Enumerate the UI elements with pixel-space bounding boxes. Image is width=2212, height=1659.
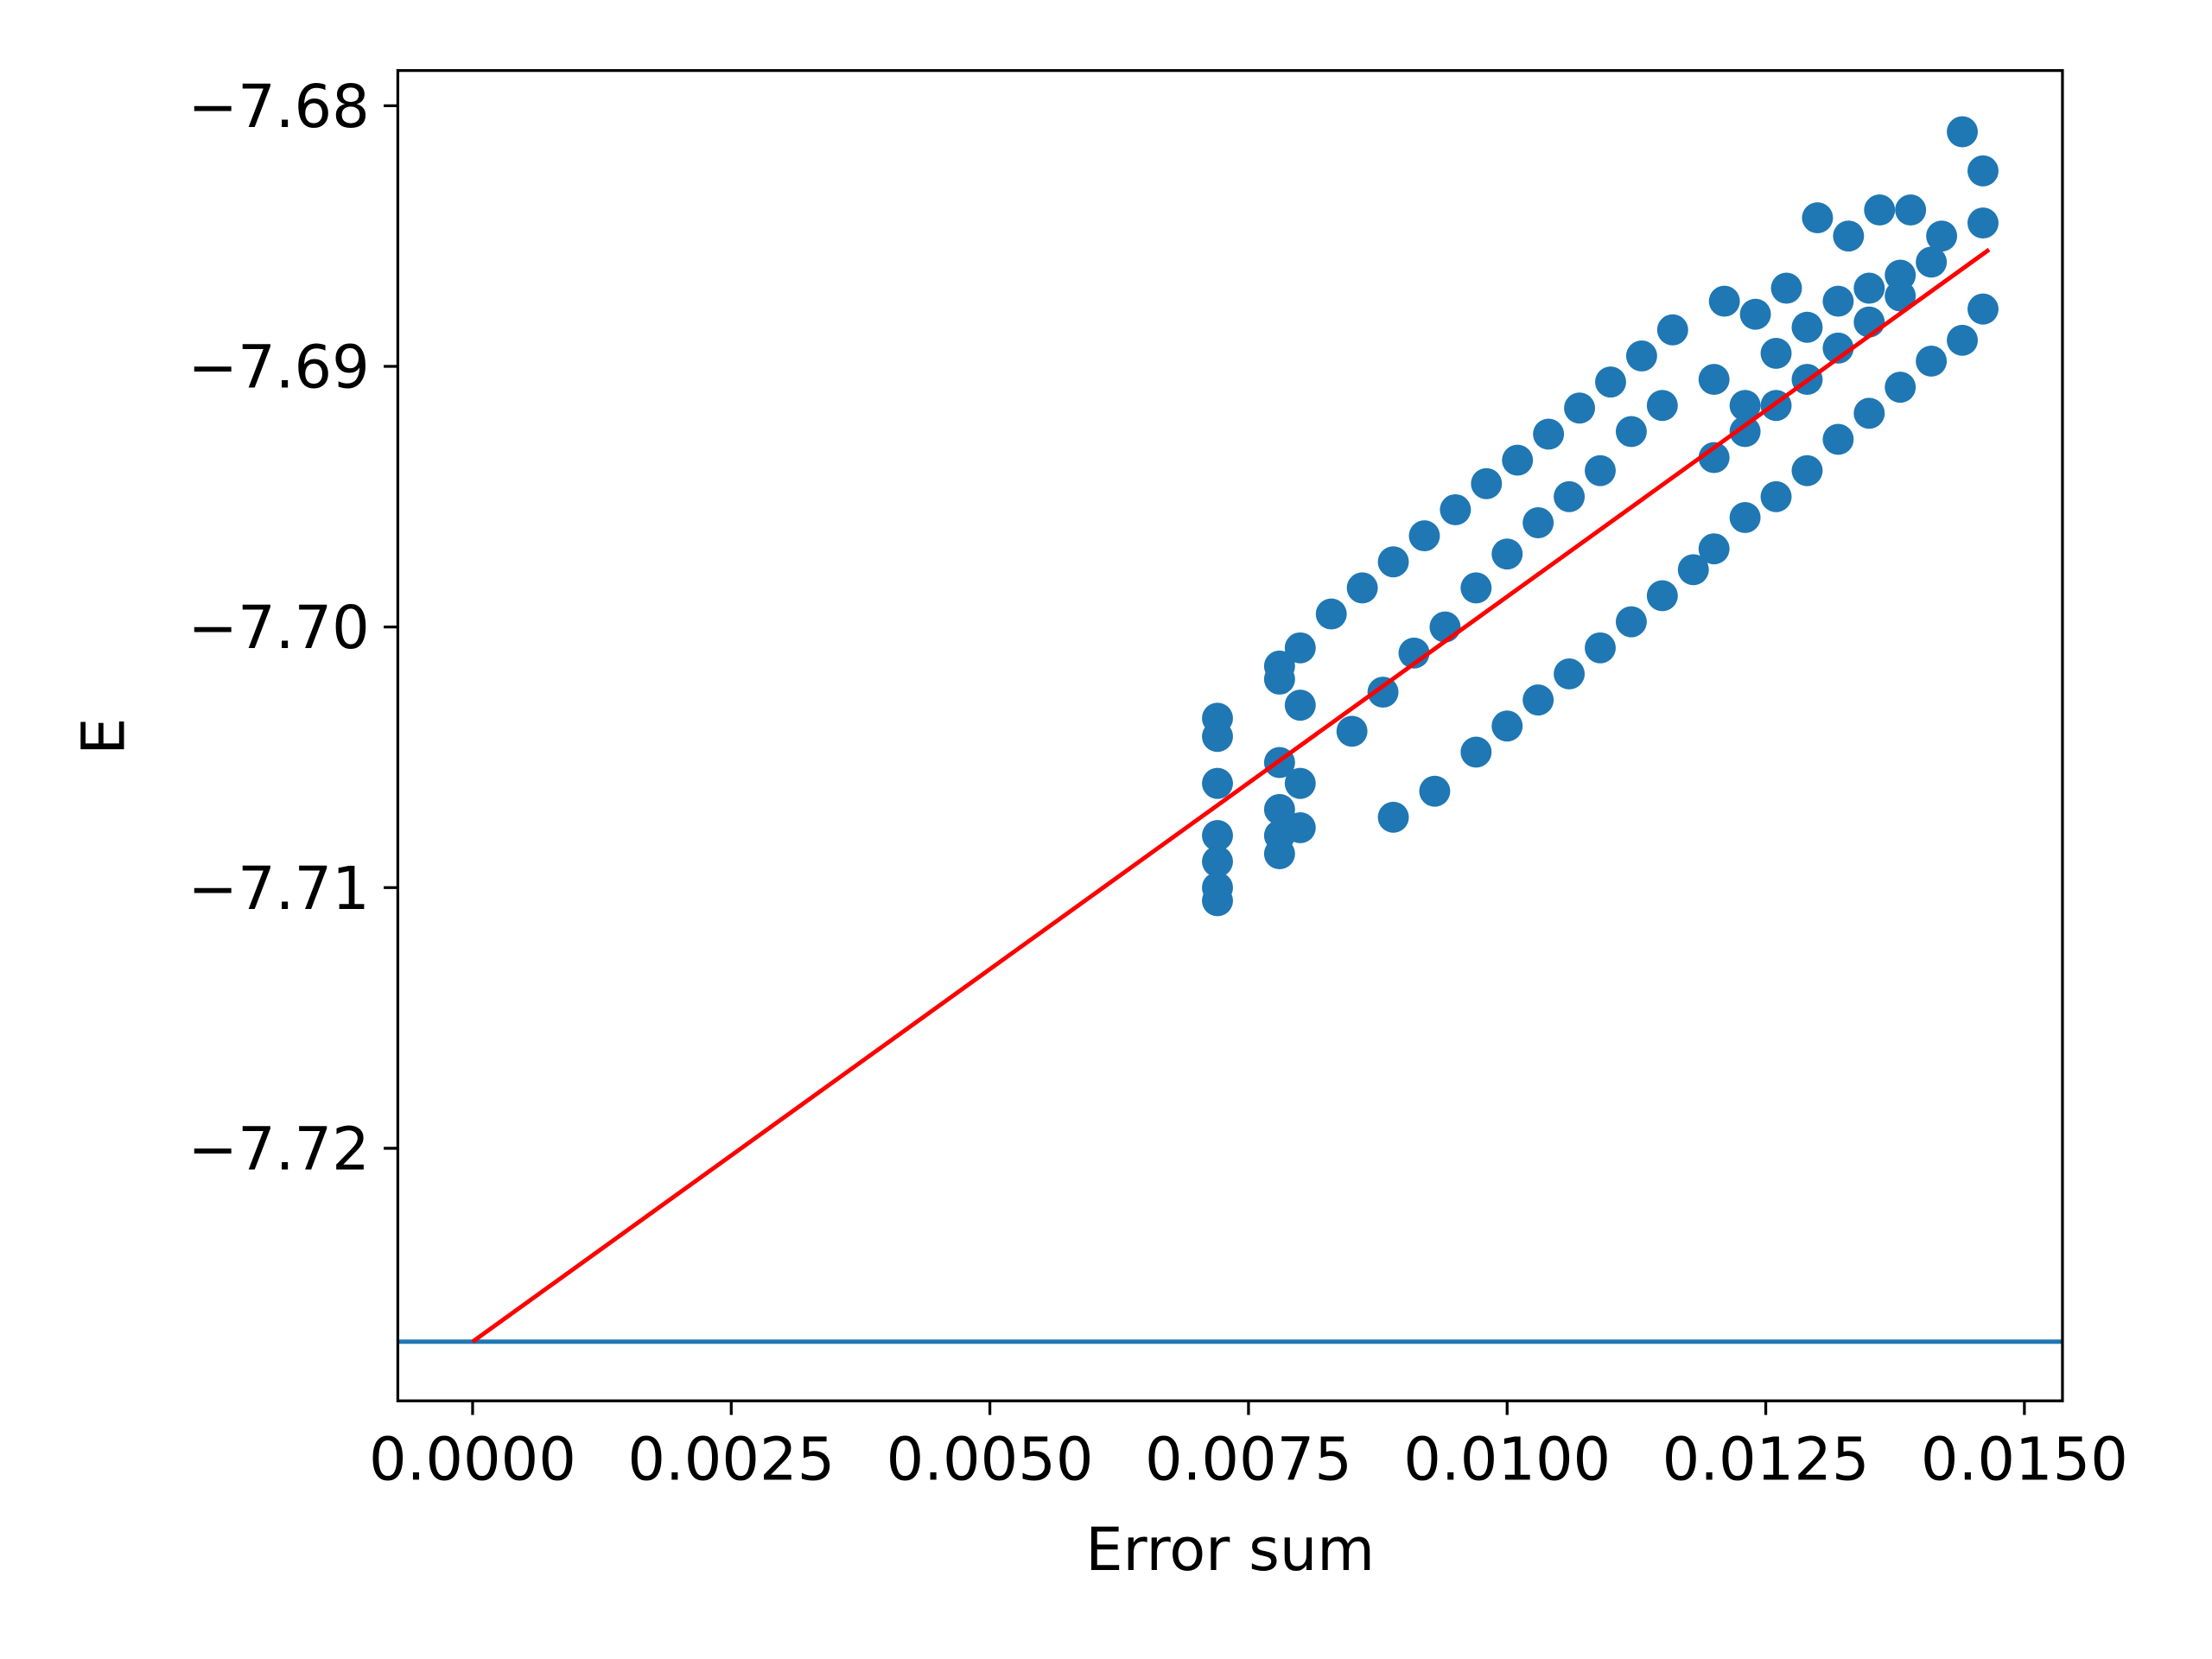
fit-line bbox=[471, 247, 1991, 1344]
point bbox=[1967, 155, 1999, 187]
point bbox=[1202, 846, 1233, 878]
x-tick-label: 0.0050 bbox=[887, 1426, 1094, 1495]
point bbox=[1656, 314, 1688, 346]
x-tick-label: 0.0025 bbox=[627, 1426, 835, 1495]
point bbox=[1377, 801, 1409, 833]
point bbox=[1284, 811, 1316, 843]
x-axis-label: Error sum bbox=[1085, 1516, 1375, 1585]
point bbox=[1377, 546, 1409, 578]
point bbox=[1967, 293, 1999, 325]
point bbox=[1822, 423, 1854, 455]
point bbox=[1263, 664, 1295, 695]
point bbox=[1315, 598, 1347, 630]
point bbox=[1646, 580, 1678, 612]
point bbox=[1491, 538, 1523, 570]
point bbox=[1729, 390, 1761, 422]
point bbox=[1822, 332, 1854, 364]
point bbox=[1916, 346, 1948, 377]
point bbox=[1698, 442, 1730, 474]
point bbox=[1202, 767, 1233, 799]
point bbox=[1864, 194, 1896, 226]
point bbox=[1491, 710, 1523, 742]
point bbox=[1263, 793, 1295, 825]
point bbox=[1554, 480, 1586, 512]
point bbox=[1853, 272, 1885, 304]
y-tick-label: −7.70 bbox=[188, 594, 370, 663]
point bbox=[1677, 554, 1709, 586]
x-tick-label: 0.0100 bbox=[1403, 1426, 1611, 1495]
point bbox=[1440, 493, 1471, 525]
point bbox=[1554, 658, 1586, 690]
point bbox=[1202, 721, 1233, 753]
point bbox=[1284, 767, 1316, 799]
point bbox=[1522, 507, 1554, 538]
x-tick-label: 0.0125 bbox=[1662, 1426, 1870, 1495]
y-tick-label: −7.68 bbox=[188, 73, 370, 142]
point bbox=[1263, 838, 1295, 870]
point bbox=[1408, 520, 1440, 552]
y-tick-label: −7.71 bbox=[188, 855, 370, 924]
point bbox=[1398, 637, 1430, 669]
x-tick-label: 0.0075 bbox=[1145, 1426, 1352, 1495]
point bbox=[1760, 480, 1792, 512]
point bbox=[1916, 246, 1948, 278]
point bbox=[1770, 272, 1802, 304]
point bbox=[1833, 220, 1865, 252]
point bbox=[1502, 444, 1534, 476]
point bbox=[1853, 306, 1885, 338]
point bbox=[1595, 366, 1626, 398]
point bbox=[1585, 454, 1616, 486]
point bbox=[1284, 632, 1316, 664]
point bbox=[1625, 340, 1657, 372]
y-tick-label: −7.72 bbox=[188, 1115, 370, 1184]
point bbox=[1739, 298, 1771, 330]
y-axis-label: E bbox=[70, 718, 139, 755]
point bbox=[1853, 397, 1885, 429]
point bbox=[1895, 194, 1927, 226]
point bbox=[1615, 606, 1647, 638]
point bbox=[1729, 501, 1761, 533]
point bbox=[1947, 116, 1979, 148]
point bbox=[1346, 572, 1378, 604]
point bbox=[1615, 416, 1647, 448]
point bbox=[1336, 715, 1368, 747]
point bbox=[1460, 736, 1492, 768]
point bbox=[1822, 285, 1854, 317]
point bbox=[1585, 632, 1616, 664]
x-tick-label: 0.0000 bbox=[369, 1426, 576, 1495]
plot-frame bbox=[396, 69, 2064, 1402]
point bbox=[1791, 454, 1823, 486]
point bbox=[1885, 280, 1916, 312]
point bbox=[1202, 885, 1233, 917]
point bbox=[1947, 324, 1979, 356]
point bbox=[1284, 690, 1316, 721]
point bbox=[1522, 684, 1554, 716]
point bbox=[1564, 392, 1596, 424]
point bbox=[1708, 285, 1740, 317]
x-tick-label: 0.0150 bbox=[1921, 1426, 2128, 1495]
point bbox=[1429, 611, 1461, 643]
point bbox=[1729, 416, 1761, 448]
point bbox=[1802, 202, 1834, 234]
point bbox=[1885, 372, 1916, 404]
point bbox=[1698, 364, 1730, 396]
point bbox=[1760, 337, 1792, 369]
point bbox=[1460, 572, 1492, 604]
point bbox=[1471, 467, 1503, 499]
point bbox=[1202, 819, 1233, 851]
point bbox=[1967, 207, 1999, 239]
point bbox=[1646, 390, 1678, 422]
point bbox=[1533, 418, 1565, 450]
point bbox=[1791, 311, 1823, 343]
y-tick-label: −7.69 bbox=[188, 333, 370, 402]
point bbox=[1367, 677, 1399, 709]
point bbox=[1926, 220, 1958, 252]
point bbox=[1698, 533, 1730, 565]
point bbox=[1419, 775, 1451, 807]
